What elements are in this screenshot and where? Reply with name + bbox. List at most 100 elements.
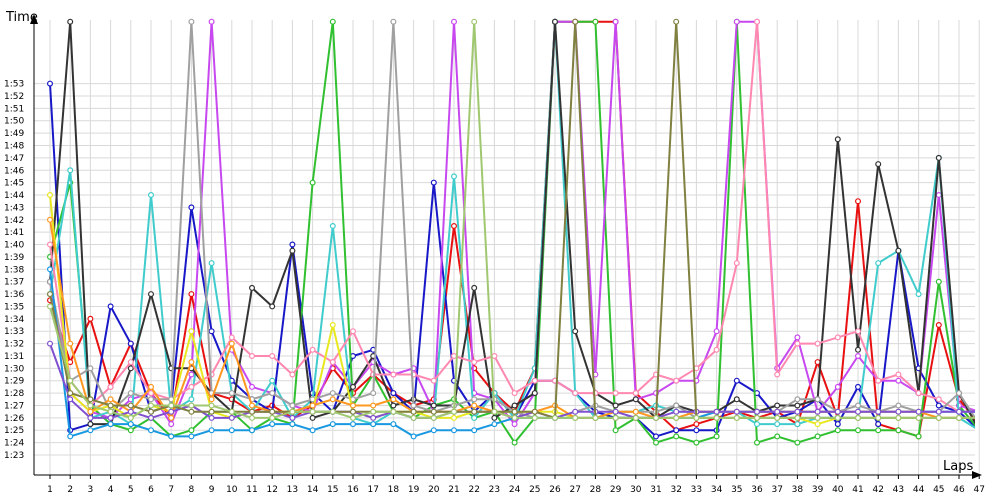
data-point [309, 179, 316, 186]
y-tick-label: 1:48 [4, 142, 24, 152]
data-point [915, 390, 922, 397]
data-point [188, 328, 195, 335]
data-point [774, 371, 781, 378]
data-point [733, 408, 740, 415]
data-point [794, 408, 801, 415]
data-point [774, 414, 781, 421]
data-point [350, 402, 357, 409]
data-point [471, 18, 478, 25]
data-point [673, 18, 680, 25]
data-point [168, 433, 175, 440]
data-point [67, 167, 74, 174]
data-point [350, 383, 357, 390]
data-point [713, 328, 720, 335]
data-point [471, 396, 478, 403]
data-point [430, 402, 437, 409]
data-point [329, 18, 336, 25]
data-point [127, 359, 134, 366]
data-point [188, 427, 195, 434]
data-point [390, 371, 397, 378]
data-point [673, 427, 680, 434]
data-point [67, 433, 74, 440]
y-tick-label: 1:42 [4, 216, 24, 226]
data-point [289, 402, 296, 409]
y-tick-label: 1:30 [4, 364, 24, 374]
data-point [249, 402, 256, 409]
data-point [834, 421, 841, 428]
y-tick-label: 1:53 [4, 80, 24, 90]
data-point [451, 427, 458, 434]
x-tick-label: 3 [88, 485, 94, 495]
data-point [632, 408, 639, 415]
data-point [208, 260, 215, 267]
data-point [269, 390, 276, 397]
x-tick-label: 43 [893, 485, 904, 495]
y-tick-label: 1:24 [4, 439, 24, 449]
data-point [895, 427, 902, 434]
y-tick-label: 1:43 [4, 203, 24, 213]
data-point [46, 266, 53, 273]
data-point [309, 408, 316, 415]
data-point [370, 414, 377, 421]
data-point [329, 390, 336, 397]
data-point [895, 414, 902, 421]
y-tick-label: 1:36 [4, 290, 24, 300]
data-point [451, 408, 458, 415]
data-point [249, 284, 256, 291]
data-point [46, 303, 53, 310]
data-point [471, 408, 478, 415]
data-point [67, 377, 74, 384]
data-point [87, 402, 94, 409]
data-point [875, 414, 882, 421]
data-point [733, 18, 740, 25]
data-point [269, 421, 276, 428]
data-point [592, 414, 599, 421]
y-tick-label: 1:45 [4, 179, 24, 189]
y-tick-label: 1:38 [4, 265, 24, 275]
data-point [612, 414, 619, 421]
data-point [370, 421, 377, 428]
data-point [67, 390, 74, 397]
data-point [814, 433, 821, 440]
data-point [895, 247, 902, 254]
data-point [794, 402, 801, 409]
data-point [612, 18, 619, 25]
data-point [652, 439, 659, 446]
data-point [67, 340, 74, 347]
data-point [652, 433, 659, 440]
x-tick-label: 46 [953, 485, 965, 495]
y-tick-label: 1:31 [4, 352, 24, 362]
data-point [854, 408, 861, 415]
data-point [370, 402, 377, 409]
y-tick-label: 1:37 [4, 278, 24, 288]
data-point [208, 396, 215, 403]
y-tick-label: 1:32 [4, 340, 24, 350]
data-point [370, 390, 377, 397]
data-point [107, 303, 114, 310]
data-point [390, 408, 397, 415]
data-point [854, 414, 861, 421]
data-point [148, 414, 155, 421]
data-point [935, 414, 942, 421]
data-point [895, 408, 902, 415]
data-point [551, 414, 558, 421]
y-tick-labels: 1:23 1:24 1:25 1:26 1:27 1:28 1:29 1:30 1:31 1:32… [4, 80, 24, 461]
data-point [350, 408, 357, 415]
data-point [794, 421, 801, 428]
data-point [673, 408, 680, 415]
data-point [572, 390, 579, 397]
x-tick-label: 44 [913, 485, 925, 495]
data-point [249, 414, 256, 421]
y-tick-label: 1:29 [4, 377, 24, 387]
data-point [188, 433, 195, 440]
data-point [895, 402, 902, 409]
data-point [269, 303, 276, 310]
data-point [430, 377, 437, 384]
data-point [915, 291, 922, 298]
data-point [814, 359, 821, 366]
x-axis-arrow-icon [972, 471, 982, 479]
x-tick-label: 14 [307, 485, 319, 495]
data-point [46, 340, 53, 347]
data-point [350, 414, 357, 421]
